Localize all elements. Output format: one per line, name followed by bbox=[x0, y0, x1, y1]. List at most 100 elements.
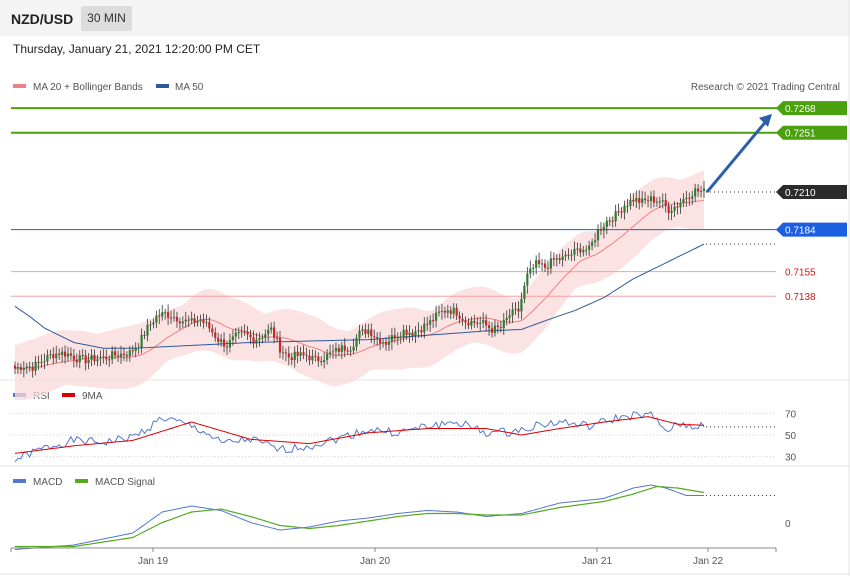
forecast-arrow-shaft bbox=[705, 117, 770, 193]
candle-body bbox=[449, 310, 452, 314]
support-label: 0.7155 bbox=[785, 268, 816, 279]
candle-body bbox=[617, 211, 620, 213]
candle-body bbox=[605, 220, 608, 227]
candle-body bbox=[320, 360, 323, 363]
candle-body bbox=[526, 273, 529, 286]
candle-body bbox=[496, 325, 499, 328]
legend-macd-label: MACD bbox=[33, 477, 62, 488]
candle-body bbox=[155, 315, 158, 323]
candle-body bbox=[287, 353, 290, 358]
candle-body bbox=[220, 339, 223, 342]
candle-body bbox=[682, 199, 685, 204]
candle-body bbox=[505, 317, 508, 321]
candle-body bbox=[281, 352, 285, 354]
candle-body bbox=[511, 309, 514, 316]
candle-body bbox=[305, 354, 308, 356]
copyright-text: Research © 2021 Trading Central bbox=[691, 82, 840, 93]
candle-body bbox=[61, 351, 64, 355]
candle-body bbox=[579, 248, 582, 253]
legend-swatch-macd bbox=[13, 479, 26, 483]
candle-body bbox=[187, 319, 190, 321]
candle-body bbox=[485, 320, 488, 326]
candle-body bbox=[90, 354, 93, 360]
candle-body bbox=[264, 334, 267, 338]
candle-body bbox=[140, 334, 143, 348]
candle-body bbox=[558, 258, 561, 261]
candle-body bbox=[31, 366, 34, 371]
candle-body bbox=[237, 332, 240, 334]
candle-body bbox=[599, 229, 603, 231]
candle-body bbox=[479, 322, 482, 324]
candle-body bbox=[623, 206, 626, 213]
rsi-ma-line bbox=[14, 416, 705, 454]
candle-body bbox=[476, 322, 479, 324]
candle-body bbox=[555, 258, 558, 260]
candle-body bbox=[685, 197, 688, 200]
candle-body bbox=[178, 321, 181, 324]
candle-body bbox=[520, 299, 523, 312]
candle-body bbox=[543, 263, 547, 268]
candle-body bbox=[125, 355, 128, 357]
candle-body bbox=[184, 319, 187, 322]
candle-body bbox=[552, 258, 555, 260]
candle-body bbox=[273, 327, 276, 338]
candle-body bbox=[275, 337, 279, 339]
rsi-line bbox=[14, 411, 705, 463]
candle-body bbox=[458, 315, 461, 319]
candle-body bbox=[46, 355, 49, 362]
candle-body bbox=[432, 320, 435, 322]
candle-body bbox=[258, 337, 261, 340]
candle-body bbox=[169, 317, 173, 319]
resistance-label-bg bbox=[776, 101, 847, 116]
candle-body bbox=[602, 226, 605, 231]
candle-body bbox=[620, 211, 623, 213]
candle-body bbox=[358, 330, 361, 338]
candle-body bbox=[440, 310, 444, 312]
candle-body bbox=[420, 330, 423, 333]
candle-body bbox=[214, 332, 217, 338]
candle-body bbox=[337, 347, 340, 353]
legend-ma50-label: MA 50 bbox=[175, 82, 204, 93]
candle-body bbox=[34, 361, 37, 371]
candle-body bbox=[105, 356, 108, 360]
rsi-tick-label: 30 bbox=[785, 453, 797, 464]
pair-title: NZD/USD bbox=[11, 11, 74, 27]
candle-body bbox=[573, 248, 576, 255]
candle-body bbox=[649, 196, 653, 202]
resistance-label: 0.7251 bbox=[785, 129, 816, 140]
candle-body bbox=[514, 308, 517, 310]
candle-body bbox=[13, 365, 17, 369]
candle-body bbox=[246, 331, 249, 335]
current-price-label: 0.7210 bbox=[785, 188, 816, 199]
candle-body bbox=[446, 310, 449, 313]
candle-body bbox=[190, 318, 193, 321]
candle-body bbox=[629, 199, 632, 206]
candle-body bbox=[22, 367, 25, 370]
candle-body bbox=[172, 316, 176, 318]
candle-body bbox=[278, 338, 282, 353]
candle-body bbox=[55, 353, 58, 359]
rsi-tick-label: 70 bbox=[785, 409, 797, 420]
candle-body bbox=[384, 342, 388, 345]
candle-body bbox=[455, 307, 458, 316]
macd-panel: 0 bbox=[14, 484, 791, 550]
candle-body bbox=[346, 350, 349, 352]
timeframe-button[interactable]: 30 MIN bbox=[81, 6, 132, 31]
macd-tick-label: 0 bbox=[785, 519, 791, 530]
forecast-arrow-head bbox=[759, 113, 772, 127]
candle-body bbox=[37, 361, 40, 363]
candle-body bbox=[487, 325, 491, 329]
candle-body bbox=[75, 359, 78, 363]
candle-body bbox=[355, 337, 358, 347]
candle-body bbox=[146, 324, 149, 336]
candle-body bbox=[352, 346, 355, 351]
candle-body bbox=[402, 329, 405, 337]
candle-body bbox=[499, 327, 502, 329]
candle-body bbox=[116, 355, 120, 357]
legend-swatch-rsi-ma bbox=[62, 393, 75, 397]
candle-body bbox=[635, 198, 638, 202]
candle-body bbox=[72, 355, 75, 360]
bollinger-band bbox=[15, 170, 704, 401]
candle-body bbox=[161, 312, 164, 317]
candle-body bbox=[349, 350, 352, 352]
